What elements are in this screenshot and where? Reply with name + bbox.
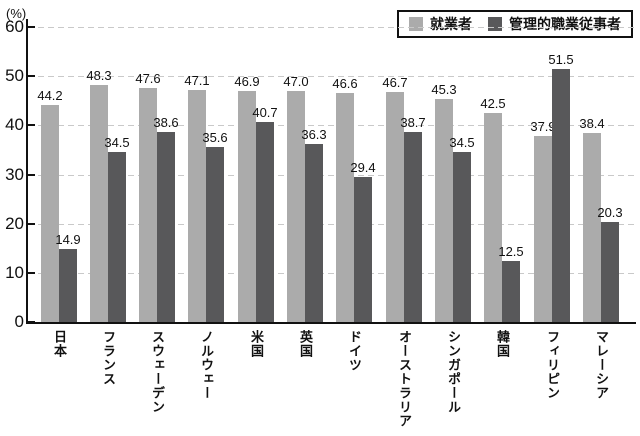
x-axis-label-7: ドイツ bbox=[347, 330, 362, 372]
bar-value-label: 51.5 bbox=[548, 52, 574, 67]
x-axis-label-9: シンガポール bbox=[446, 330, 461, 414]
gridline-30 bbox=[28, 175, 636, 176]
y-tick-40 bbox=[28, 124, 35, 126]
bar-managerial-5 bbox=[256, 122, 274, 322]
x-axis-label-5: 米国 bbox=[249, 330, 264, 358]
bar-value-label: 36.3 bbox=[301, 127, 327, 142]
gridline-20 bbox=[28, 224, 636, 225]
bar-value-label: 48.3 bbox=[86, 68, 112, 83]
bar-employed-6 bbox=[287, 91, 305, 322]
x-axis-label-10: 韓国 bbox=[495, 330, 510, 358]
y-tick-label-40: 40 bbox=[5, 115, 24, 134]
y-tick-label-20: 20 bbox=[5, 214, 24, 233]
x-axis-label-11: フィリピン bbox=[545, 330, 560, 400]
y-tick-20 bbox=[28, 223, 35, 225]
bar-value-label: 45.3 bbox=[431, 82, 457, 97]
bar-employed-1 bbox=[41, 105, 59, 322]
bar-value-label: 40.7 bbox=[252, 105, 278, 120]
bar-employed-11 bbox=[534, 136, 552, 322]
bar-employed-12 bbox=[583, 133, 601, 322]
bar-value-label: 29.4 bbox=[350, 160, 376, 175]
bar-value-label: 14.9 bbox=[55, 232, 81, 247]
x-axis-label-6: 英国 bbox=[298, 330, 313, 358]
bar-value-label: 34.5 bbox=[449, 135, 475, 150]
bar-value-label: 34.5 bbox=[104, 135, 130, 150]
bar-employed-9 bbox=[435, 99, 453, 322]
legend-label-2: 管理的職業従事者 bbox=[509, 16, 621, 32]
x-axis-label-4: ノルウェー bbox=[199, 330, 214, 400]
bar-managerial-7 bbox=[354, 177, 372, 322]
y-tick-label-50: 50 bbox=[5, 66, 24, 85]
chart-legend: 就業者 管理的職業従事者 bbox=[397, 10, 633, 38]
bar-managerial-9 bbox=[453, 152, 471, 322]
y-tick-30 bbox=[28, 174, 35, 176]
bar-employed-7 bbox=[336, 93, 354, 322]
bar-employed-4 bbox=[188, 90, 206, 322]
bar-managerial-8 bbox=[404, 132, 422, 322]
bar-value-label: 20.3 bbox=[597, 205, 623, 220]
bar-value-label: 42.5 bbox=[480, 96, 506, 111]
gridline-10 bbox=[28, 273, 636, 274]
bar-managerial-10 bbox=[502, 261, 520, 322]
x-axis-label-3: スウェーデン bbox=[150, 330, 165, 414]
bar-value-label: 47.0 bbox=[283, 74, 309, 89]
bar-managerial-4 bbox=[206, 147, 224, 322]
legend-swatch-2 bbox=[488, 17, 502, 31]
y-axis-unit-label: (%) bbox=[6, 6, 27, 21]
y-tick-label-30: 30 bbox=[5, 165, 24, 184]
bar-value-label: 46.9 bbox=[234, 74, 260, 89]
x-axis-line bbox=[26, 322, 636, 324]
bar-employed-8 bbox=[386, 92, 404, 322]
y-tick-60 bbox=[28, 26, 35, 28]
bar-value-label: 47.1 bbox=[184, 73, 210, 88]
y-tick-10 bbox=[28, 272, 35, 274]
x-axis-label-2: フランス bbox=[101, 330, 116, 386]
bar-value-label: 46.7 bbox=[382, 75, 408, 90]
gridline-50 bbox=[28, 76, 636, 77]
legend-item-2: 管理的職業従事者 bbox=[488, 14, 621, 34]
x-axis-label-1: 日本 bbox=[52, 330, 67, 358]
x-axis-label-8: オーストラリア bbox=[397, 330, 412, 428]
bar-employed-10 bbox=[484, 113, 502, 322]
bar-value-label: 37.9 bbox=[530, 119, 556, 134]
y-tick-label-10: 10 bbox=[5, 263, 24, 282]
bar-employed-5 bbox=[238, 91, 256, 322]
bar-employed-2 bbox=[90, 85, 108, 322]
bar-managerial-11 bbox=[552, 69, 570, 322]
legend-label-1: 就業者 bbox=[430, 16, 472, 32]
bar-value-label: 46.6 bbox=[332, 76, 358, 91]
y-tick-label-60: 60 bbox=[5, 17, 24, 36]
bar-employed-3 bbox=[139, 88, 157, 322]
legend-swatch-1 bbox=[409, 17, 423, 31]
bar-value-label: 38.7 bbox=[400, 115, 426, 130]
legend-item-1: 就業者 bbox=[409, 14, 472, 34]
bar-value-label: 38.6 bbox=[153, 115, 179, 130]
bar-managerial-1 bbox=[59, 249, 77, 322]
y-tick-label-0: 0 bbox=[14, 312, 24, 331]
y-tick-50 bbox=[28, 75, 35, 77]
bar-value-label: 47.6 bbox=[135, 71, 161, 86]
bar-managerial-6 bbox=[305, 144, 323, 322]
y-axis-line bbox=[26, 19, 28, 324]
bar-managerial-2 bbox=[108, 152, 126, 322]
bar-managerial-12 bbox=[601, 222, 619, 322]
bar-value-label: 38.4 bbox=[579, 116, 605, 131]
bar-managerial-3 bbox=[157, 132, 175, 322]
gridline-40 bbox=[28, 125, 636, 126]
bar-value-label: 35.6 bbox=[202, 130, 228, 145]
bar-value-label: 12.5 bbox=[498, 244, 524, 259]
x-axis-label-12: マレーシア bbox=[594, 330, 609, 400]
bar-value-label: 44.2 bbox=[37, 88, 63, 103]
gridline-60 bbox=[28, 27, 636, 28]
